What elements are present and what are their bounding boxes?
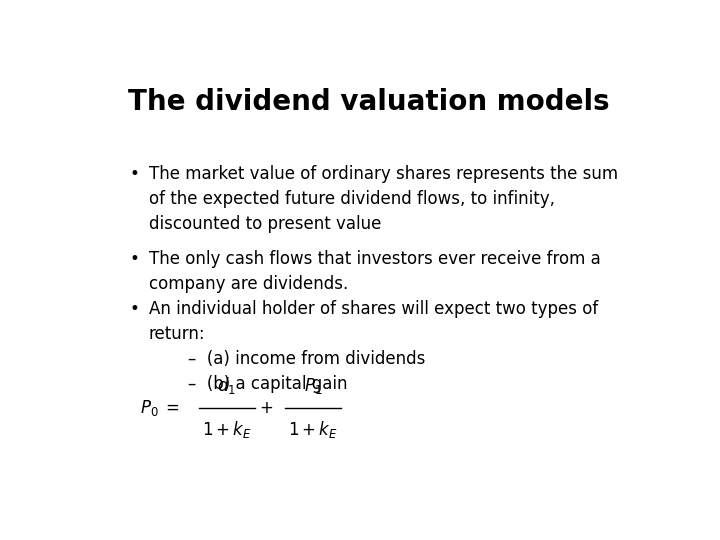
Text: $d_1$: $d_1$	[217, 375, 236, 396]
Text: =: =	[166, 399, 179, 417]
Text: •: •	[129, 250, 139, 268]
Text: $P_0$: $P_0$	[140, 398, 159, 418]
Text: •: •	[129, 300, 139, 318]
Text: $1 + k_E$: $1 + k_E$	[202, 420, 252, 441]
Text: The only cash flows that investors ever receive from a
company are dividends.: The only cash flows that investors ever …	[148, 250, 600, 293]
Text: •: •	[129, 165, 139, 183]
Text: The market value of ordinary shares represents the sum
of the expected future di: The market value of ordinary shares repr…	[148, 165, 618, 233]
Text: $1 + k_E$: $1 + k_E$	[288, 420, 338, 441]
Text: –  (b) a capital gain: – (b) a capital gain	[188, 375, 347, 393]
Text: An individual holder of shares will expect two types of
return:: An individual holder of shares will expe…	[148, 300, 598, 343]
Text: $P_1$: $P_1$	[304, 376, 323, 396]
Text: +: +	[258, 399, 273, 417]
Text: –  (a) income from dividends: – (a) income from dividends	[188, 349, 425, 368]
Text: The dividend valuation models: The dividend valuation models	[128, 87, 610, 116]
